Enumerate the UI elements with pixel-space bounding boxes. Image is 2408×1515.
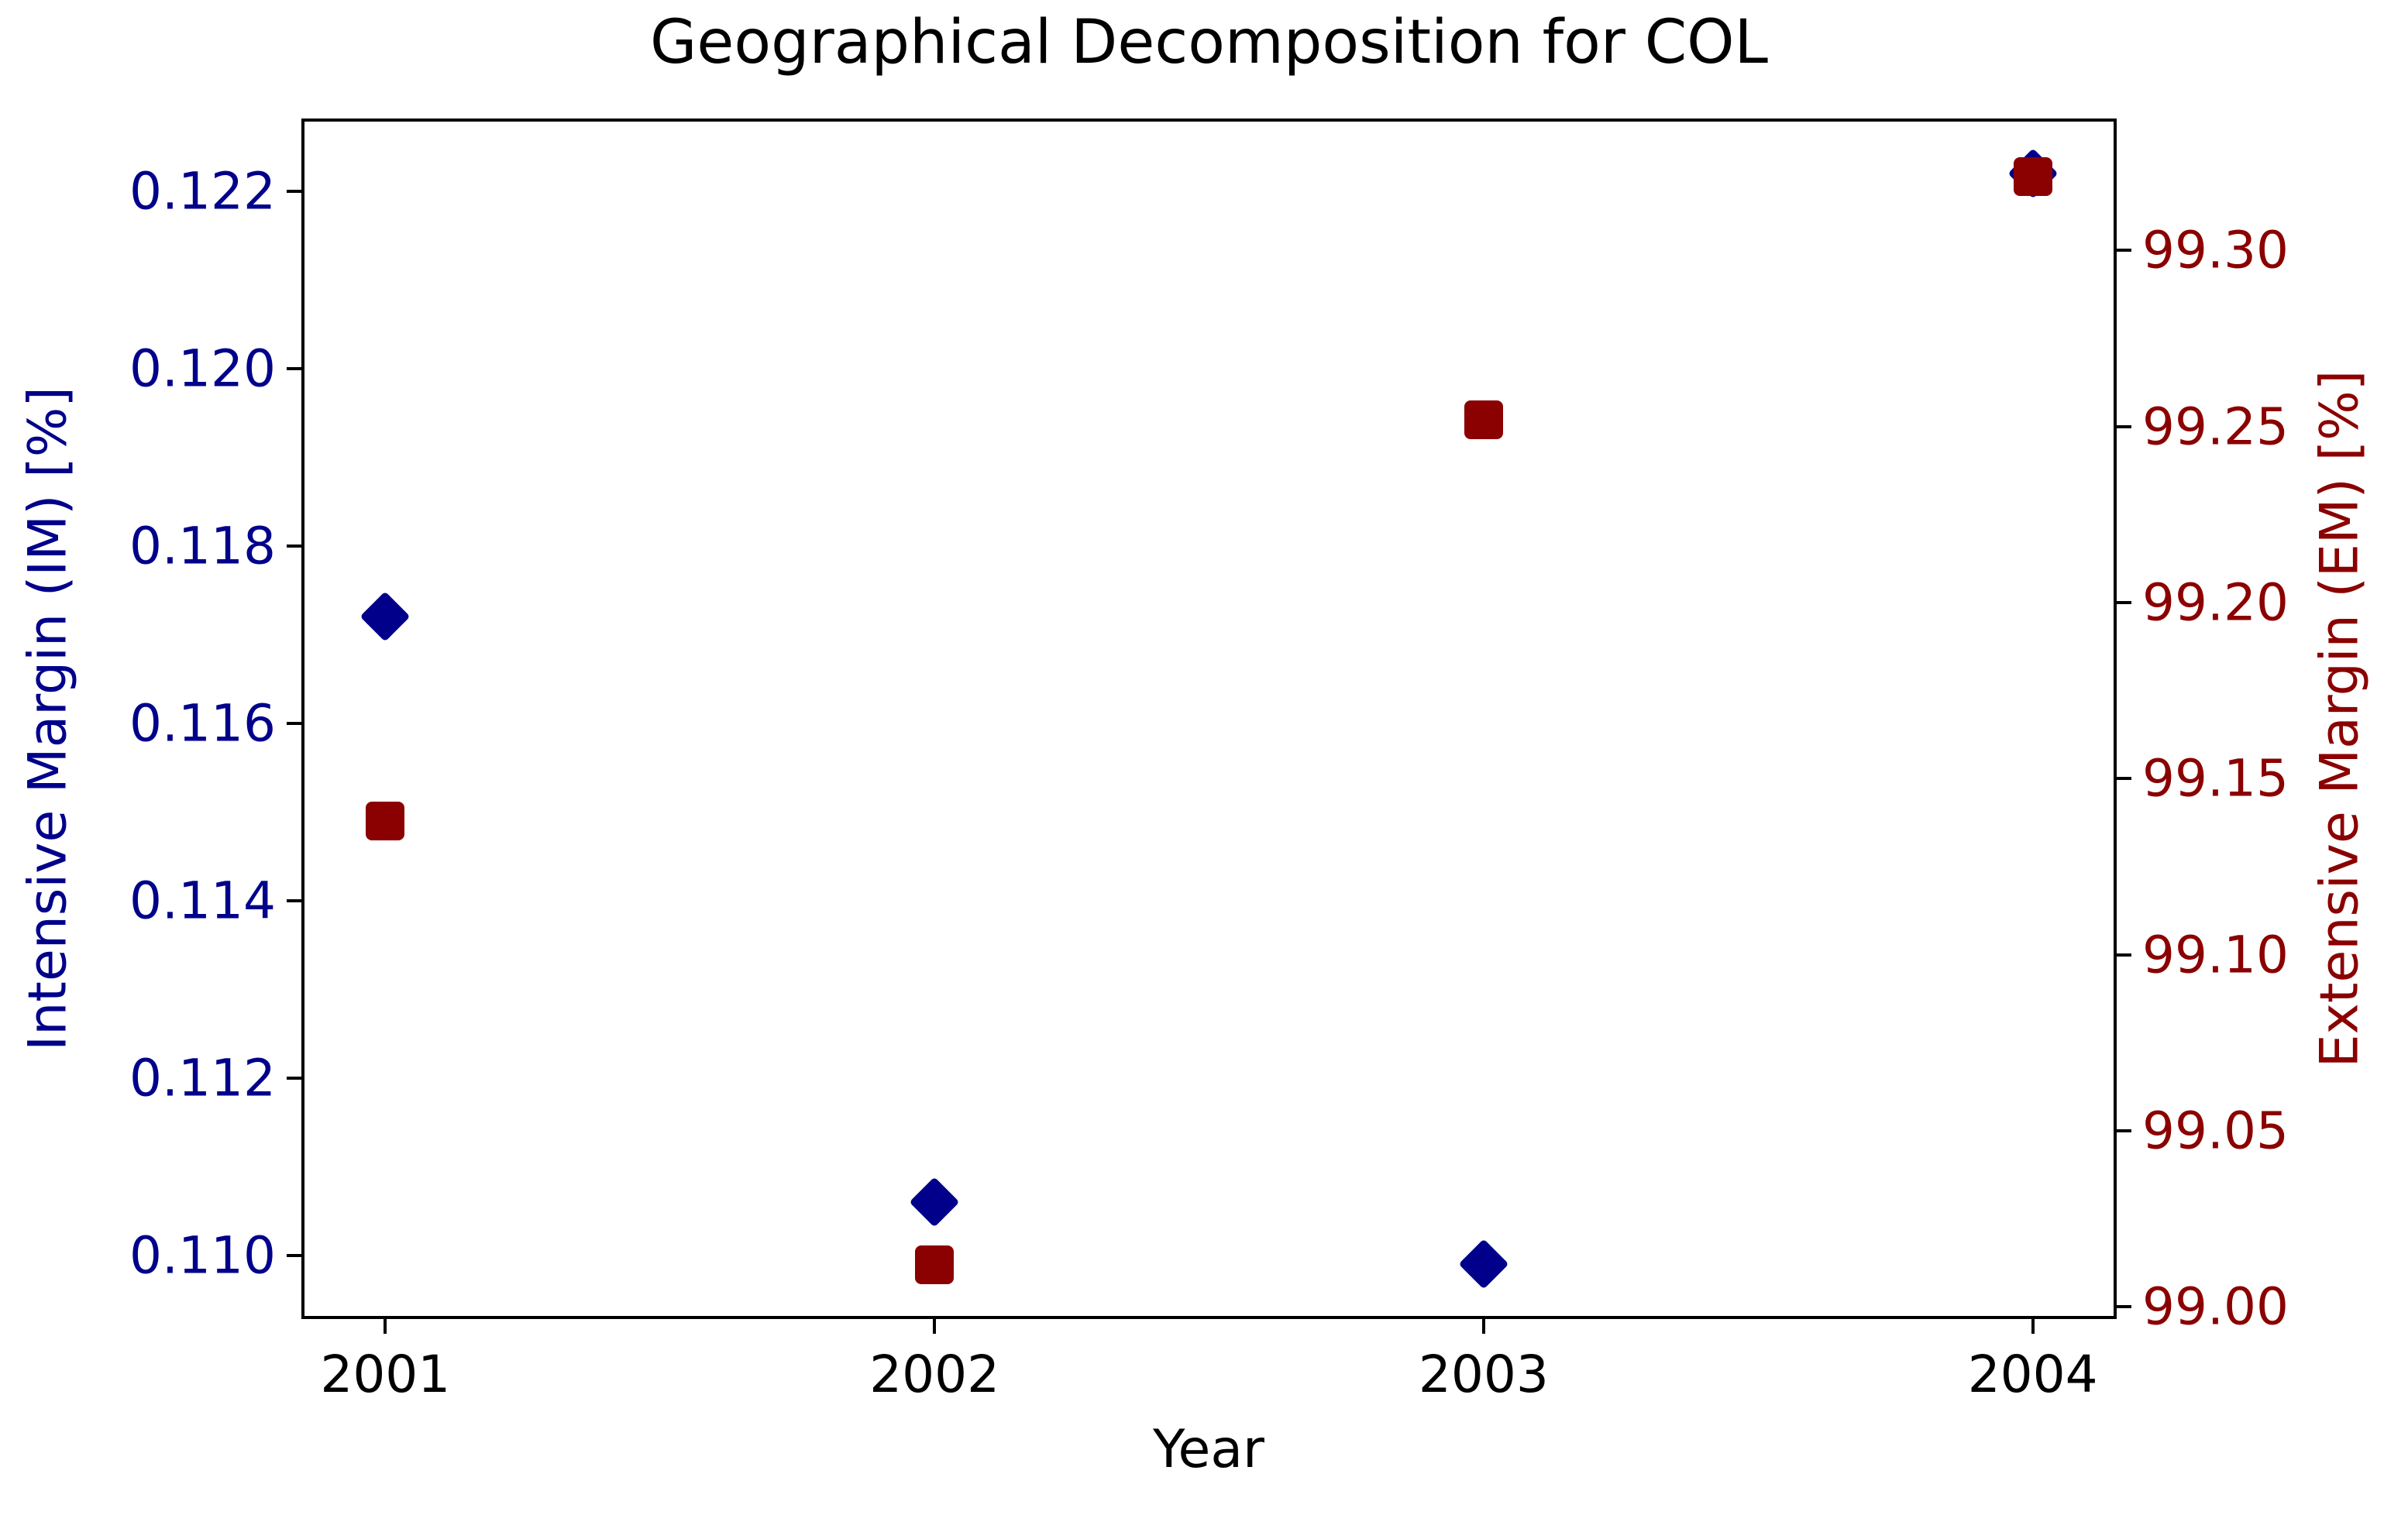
x-axis-label: Year — [1153, 1419, 1264, 1480]
x-tick-label: 2001 — [320, 1345, 451, 1404]
y-right-tick — [2115, 777, 2131, 781]
y-left-tick-label: 0.122 — [129, 161, 276, 222]
y-right-tick-label: 99.00 — [2142, 1276, 2289, 1337]
em-square-marker — [2013, 156, 2052, 196]
y-right-tick-label: 99.05 — [2142, 1101, 2289, 1161]
y-right-tick — [2115, 424, 2131, 428]
x-tick — [933, 1317, 937, 1334]
y-left-tick — [287, 898, 303, 902]
y-right-tick-label: 99.20 — [2142, 572, 2289, 633]
y-right-tick-label: 99.10 — [2142, 925, 2289, 985]
x-tick-label: 2002 — [869, 1345, 1000, 1404]
y-right-tick-label: 99.25 — [2142, 397, 2289, 457]
x-tick-label: 2003 — [1418, 1345, 1549, 1404]
x-tick-label: 2004 — [1967, 1345, 2098, 1404]
y-left-tick — [287, 1253, 303, 1257]
em-square-marker — [915, 1245, 955, 1284]
em-square-marker — [1464, 400, 1503, 439]
x-tick — [2031, 1317, 2035, 1334]
x-tick — [1481, 1317, 1485, 1334]
y-left-tick — [287, 189, 303, 193]
y-left-tick-label: 0.114 — [129, 871, 276, 931]
y-right-tick-label: 99.30 — [2142, 220, 2289, 280]
y-right-tick — [2115, 600, 2131, 604]
plot-area — [301, 119, 2117, 1319]
y-left-tick-label: 0.112 — [129, 1048, 276, 1108]
y-right-tick — [2115, 953, 2131, 957]
y-left-tick — [287, 544, 303, 548]
y-right-tick — [2115, 1129, 2131, 1132]
x-tick — [384, 1317, 387, 1334]
y-left-tick — [287, 721, 303, 725]
chart-title: Geographical Decomposition for COL — [649, 8, 1769, 77]
y-right-tick-label: 99.15 — [2142, 748, 2289, 809]
y-left-tick-label: 0.120 — [129, 338, 276, 399]
y-left-tick-label: 0.110 — [129, 1225, 276, 1286]
y-left-tick-label: 0.116 — [129, 693, 276, 754]
y-right-tick — [2115, 1305, 2131, 1309]
em-square-marker — [366, 801, 405, 840]
y-left-tick — [287, 366, 303, 370]
y-left-tick — [287, 1076, 303, 1080]
y-left-tick-label: 0.118 — [129, 516, 276, 576]
y-right-tick — [2115, 249, 2131, 252]
